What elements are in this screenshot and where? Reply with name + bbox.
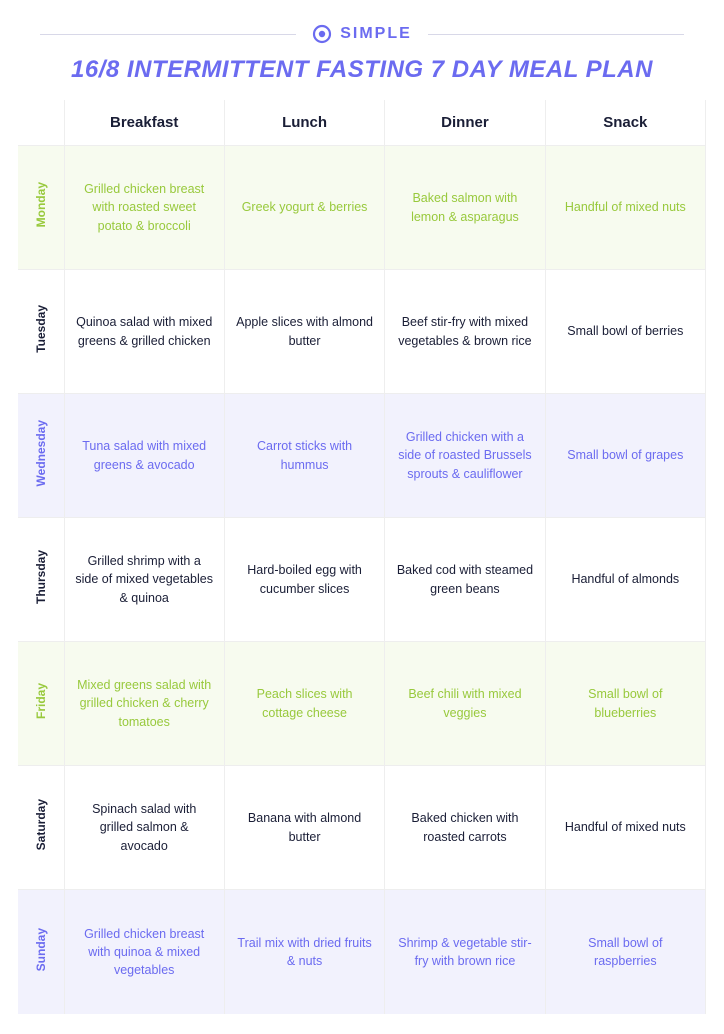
meal-cell: Greek yogurt & berries [224,146,384,270]
day-label: Tuesday [34,305,48,353]
meal-plan-table-wrap: Breakfast Lunch Dinner Snack Monday Grill… [0,100,724,1034]
page-title: 16/8 INTERMITTENT FASTING 7 DAY MEAL PLA… [0,52,724,100]
table-header-row: Breakfast Lunch Dinner Snack [18,100,706,146]
meal-cell: Hard-boiled egg with cucumber slices [224,518,384,642]
meal-cell: Peach slices with cottage cheese [224,642,384,766]
brand: SIMPLE [312,24,412,44]
meal-cell: Banana with almond butter [224,766,384,890]
table-row: Thursday Grilled shrimp with a side of mi… [18,518,706,642]
meal-cell: Grilled shrimp with a side of mixed vege… [64,518,224,642]
day-label: Monday [34,182,48,227]
meal-cell: Beef chili with mixed veggies [385,642,545,766]
table-row: Monday Grilled chicken breast with roaste… [18,146,706,270]
meal-cell: Small bowl of berries [545,270,705,394]
table-row: Sunday Grilled chicken breast with quinoa… [18,890,706,1014]
meal-cell: Beef stir-fry with mixed vegetables & br… [385,270,545,394]
table-corner [18,100,64,146]
meal-plan-table: Breakfast Lunch Dinner Snack Monday Grill… [18,100,706,1014]
table-row: Wednesday Tuna salad with mixed greens & … [18,394,706,518]
header: SIMPLE [0,0,724,52]
meal-cell: Baked chicken with roasted carrots [385,766,545,890]
day-label: Thursday [34,550,48,604]
meal-cell: Baked salmon with lemon & asparagus [385,146,545,270]
meal-cell: Tuna salad with mixed greens & avocado [64,394,224,518]
col-header-lunch: Lunch [224,100,384,146]
meal-cell: Small bowl of raspberries [545,890,705,1014]
day-label: Saturday [34,799,48,850]
day-cell: Sunday [18,890,64,1014]
meal-cell: Apple slices with almond butter [224,270,384,394]
meal-cell: Handful of mixed nuts [545,146,705,270]
meal-cell: Grilled chicken breast with roasted swee… [64,146,224,270]
day-cell: Tuesday [18,270,64,394]
col-header-dinner: Dinner [385,100,545,146]
meal-cell: Small bowl of blueberries [545,642,705,766]
day-cell: Monday [18,146,64,270]
meal-cell: Handful of mixed nuts [545,766,705,890]
col-header-snack: Snack [545,100,705,146]
header-divider-right [428,34,684,35]
day-cell: Saturday [18,766,64,890]
meal-cell: Baked cod with steamed green beans [385,518,545,642]
brand-logo-icon [312,24,332,44]
meal-cell: Shrimp & vegetable stir-fry with brown r… [385,890,545,1014]
day-label: Friday [34,683,48,719]
meal-cell: Quinoa salad with mixed greens & grilled… [64,270,224,394]
header-divider-left [40,34,296,35]
day-cell: Thursday [18,518,64,642]
day-label: Sunday [34,928,48,971]
meal-cell: Handful of almonds [545,518,705,642]
table-row: Saturday Spinach salad with grilled salmo… [18,766,706,890]
meal-cell: Small bowl of grapes [545,394,705,518]
col-header-breakfast: Breakfast [64,100,224,146]
table-row: Friday Mixed greens salad with grilled ch… [18,642,706,766]
meal-cell: Grilled chicken breast with quinoa & mix… [64,890,224,1014]
table-body: Monday Grilled chicken breast with roaste… [18,146,706,1014]
day-cell: Wednesday [18,394,64,518]
day-cell: Friday [18,642,64,766]
meal-cell: Grilled chicken with a side of roasted B… [385,394,545,518]
meal-cell: Trail mix with dried fruits & nuts [224,890,384,1014]
meal-cell: Spinach salad with grilled salmon & avoc… [64,766,224,890]
table-row: Tuesday Quinoa salad with mixed greens & … [18,270,706,394]
meal-cell: Mixed greens salad with grilled chicken … [64,642,224,766]
brand-text: SIMPLE [340,25,412,43]
meal-cell: Carrot sticks with hummus [224,394,384,518]
day-label: Wednesday [34,420,48,486]
